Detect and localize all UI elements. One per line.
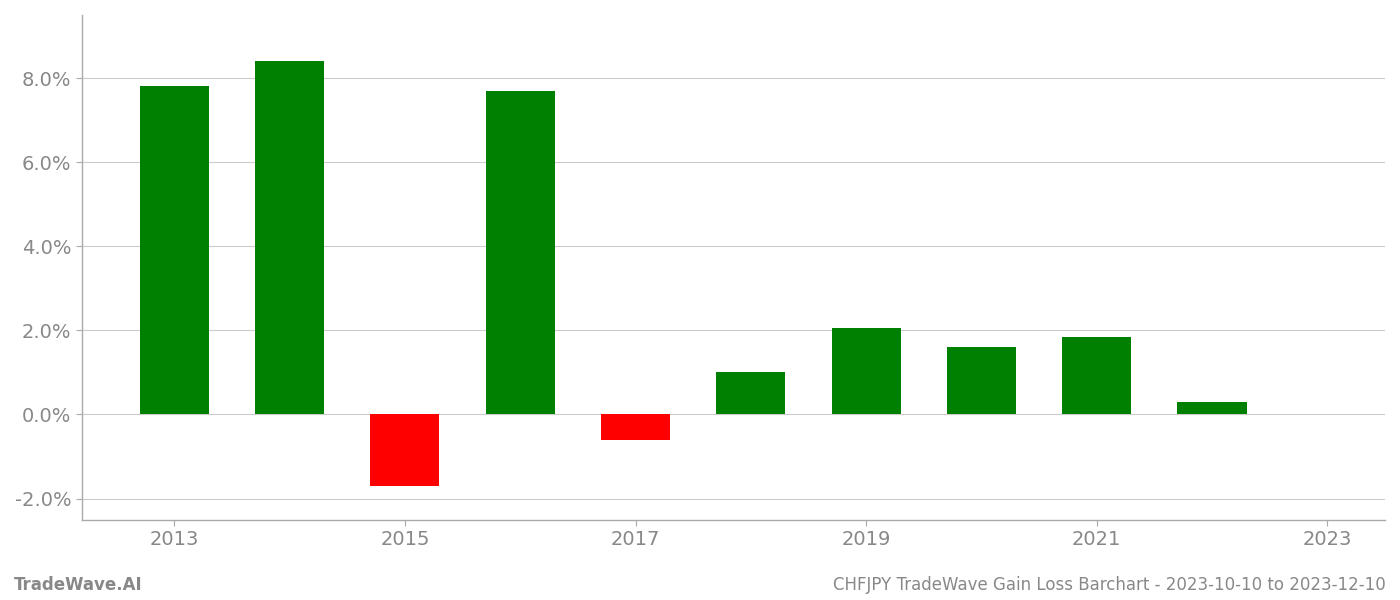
Bar [601, 415, 671, 440]
Bar [1063, 337, 1131, 415]
Bar [486, 91, 554, 415]
Bar [140, 86, 209, 415]
Bar [717, 373, 785, 415]
Text: CHFJPY TradeWave Gain Loss Barchart - 2023-10-10 to 2023-12-10: CHFJPY TradeWave Gain Loss Barchart - 20… [833, 576, 1386, 594]
Bar [255, 61, 325, 415]
Bar [832, 328, 900, 415]
Bar [1177, 402, 1246, 415]
Bar [371, 415, 440, 486]
Bar [946, 347, 1016, 415]
Text: TradeWave.AI: TradeWave.AI [14, 576, 143, 594]
